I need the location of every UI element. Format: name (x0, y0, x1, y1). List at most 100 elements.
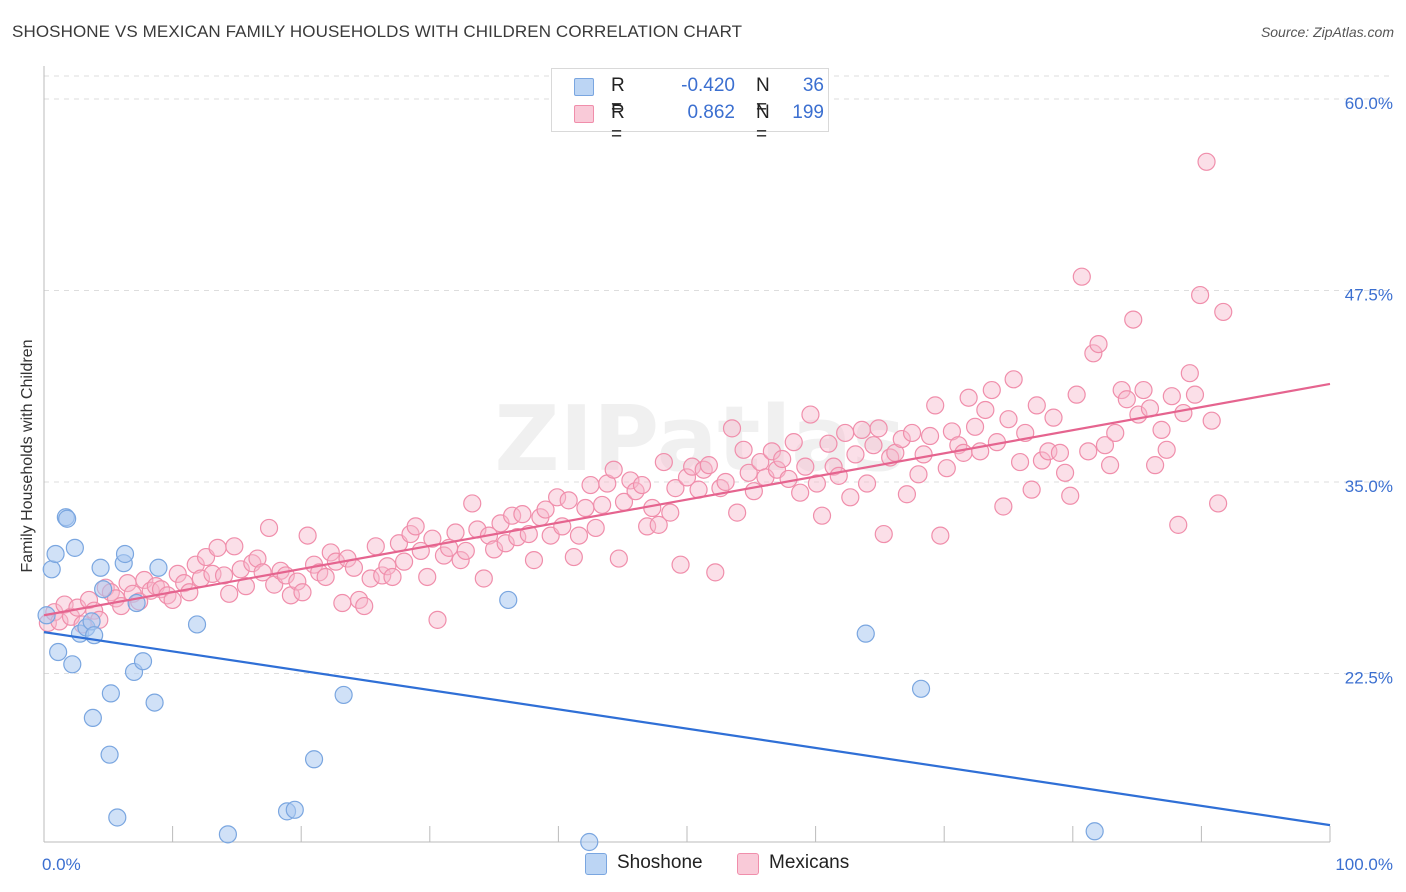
mexicans-point (784, 433, 803, 452)
mexicans-point (1134, 380, 1153, 400)
legend-n-value: 36 (802, 75, 824, 96)
mexicans-point (1202, 411, 1221, 430)
mexicans-point (874, 524, 893, 544)
legend-n-label: N = (756, 75, 770, 118)
mexicans-point (513, 505, 532, 524)
mexicans-point (333, 593, 352, 613)
legend-r-label: R = (611, 75, 625, 118)
mexicans-point (168, 564, 187, 584)
mexicans-point (1022, 480, 1041, 499)
shoshone-point (101, 684, 120, 703)
mexicans-point (1117, 390, 1136, 409)
shoshone-point (580, 832, 599, 852)
mexicans-point (321, 543, 340, 562)
mexicans-point (1061, 486, 1080, 505)
mexicans-point (819, 434, 838, 453)
mexicans-point (734, 440, 753, 459)
mexicans-point (1032, 451, 1052, 470)
mexicans-point (536, 500, 555, 519)
y-tick-label: 35.0% (1345, 477, 1393, 496)
mexicans-point (1185, 385, 1205, 404)
mexicans-point (852, 420, 871, 439)
mexicans-point (496, 534, 515, 553)
mexicans-point (926, 396, 945, 415)
mexicans-point (632, 475, 652, 495)
mexicans-point (621, 471, 640, 490)
shoshone-point (108, 808, 127, 827)
mexicans-legend-label: Mexicans (769, 852, 850, 873)
mexicans-point (1010, 452, 1030, 472)
mexicans-point (902, 423, 922, 443)
mexicans-point (1055, 463, 1075, 482)
mexicans-point (586, 518, 605, 538)
shoshone-point (218, 825, 237, 844)
mexicans-point (739, 463, 758, 482)
mexicans-point (1044, 408, 1063, 427)
mexicans-point (293, 583, 312, 602)
mexicans-point (406, 517, 425, 536)
shoshone-swatch (574, 78, 594, 96)
mexicans-point (79, 590, 99, 610)
mexicans-point (548, 488, 567, 507)
mexicans-point (1191, 285, 1210, 305)
shoshone-point (304, 750, 324, 769)
mexicans-point (569, 526, 589, 545)
mexicans-point (744, 482, 763, 501)
mexicans-point (762, 442, 781, 461)
mexicans-point (796, 457, 815, 476)
mexicans-point (231, 560, 250, 579)
mexicans-point (423, 529, 442, 548)
shoshone-legend-swatch (585, 853, 607, 875)
mexicans-point (864, 436, 883, 455)
legend-n-label: N = (756, 102, 770, 145)
mexicans-point (976, 400, 995, 420)
mexicans-point (1209, 494, 1228, 513)
mexicans-point (609, 549, 628, 568)
shoshone-point (115, 544, 135, 564)
shoshone-point (46, 544, 65, 564)
mexicans-point (310, 563, 329, 582)
shoshone-point (83, 708, 102, 728)
mexicans-point (248, 549, 267, 568)
shoshone-point (65, 538, 84, 557)
mexicans-point (485, 540, 504, 559)
shoshone-point (285, 800, 304, 819)
shoshone-point (63, 655, 82, 674)
mexicans-point (857, 474, 877, 493)
mexicans-point (1106, 423, 1125, 443)
mexicans-point (355, 596, 374, 616)
mexicans-point (892, 429, 911, 449)
mexicans-point (1157, 440, 1176, 459)
mexicans-point (203, 564, 222, 584)
mexicans-point (1039, 442, 1058, 461)
mexicans-point (186, 555, 205, 574)
mexicans-point (1084, 344, 1103, 363)
mexicans-point (807, 474, 826, 493)
mexicans-point (791, 483, 810, 502)
mexicans-point (259, 518, 279, 538)
mexicans-point (1146, 456, 1165, 475)
mexicans-point (716, 472, 735, 492)
shoshone-point (42, 560, 61, 579)
tick-labels: 22.5% 35.0% 47.5% 60.0% 0.0% 100.0% (42, 94, 1393, 874)
mexicans-point (1162, 387, 1181, 406)
correlation-legend: R = -0.420 N = 36 R = 0.862 N = 199 (551, 68, 829, 145)
mexicans-legend-swatch (737, 853, 759, 875)
mexicans-point (1079, 442, 1098, 461)
shoshone-point (133, 652, 153, 671)
mexicans-point (180, 583, 199, 602)
mexicans-point (699, 456, 718, 475)
mexicans-point (914, 445, 933, 464)
y-axis-label: Family Households with Children (19, 340, 36, 573)
mexicans-point (666, 479, 685, 498)
mexicans-swatch (574, 105, 594, 123)
mexicans-point (604, 460, 623, 479)
mexicans-point (1027, 396, 1046, 415)
mexicans-point (722, 419, 742, 438)
shoshone-point (499, 590, 518, 610)
mexicans-point (654, 452, 673, 472)
shoshone-point (49, 642, 68, 662)
legend-r-label: R = (611, 102, 625, 145)
y-tick-label: 22.5% (1345, 668, 1393, 687)
shoshone-legend-label: Shoshone (617, 852, 703, 873)
